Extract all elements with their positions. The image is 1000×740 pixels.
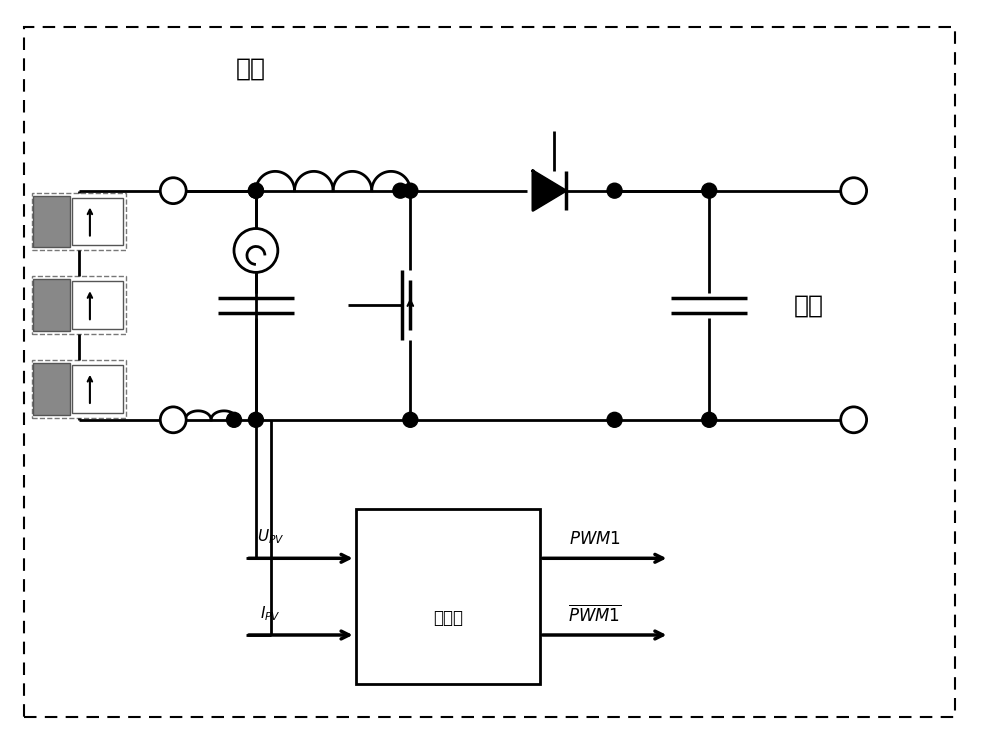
FancyBboxPatch shape [33, 195, 70, 247]
FancyBboxPatch shape [72, 365, 123, 413]
Circle shape [248, 184, 263, 198]
Circle shape [160, 178, 186, 204]
Circle shape [702, 412, 717, 427]
Text: 输出: 输出 [794, 293, 824, 317]
Text: $U_{PV}$: $U_{PV}$ [257, 528, 285, 546]
FancyBboxPatch shape [72, 281, 123, 329]
Circle shape [403, 184, 418, 198]
Circle shape [227, 412, 241, 427]
Circle shape [607, 184, 622, 198]
Circle shape [403, 412, 418, 427]
Text: 控制器: 控制器 [433, 608, 463, 627]
Text: $\mathit{PWM1}$: $\mathit{PWM1}$ [569, 529, 621, 546]
FancyBboxPatch shape [33, 279, 70, 331]
Circle shape [841, 407, 867, 433]
FancyBboxPatch shape [33, 363, 70, 415]
Text: $I_{PV}$: $I_{PV}$ [260, 605, 281, 623]
Circle shape [234, 229, 278, 272]
Circle shape [160, 407, 186, 433]
Circle shape [393, 184, 408, 198]
Circle shape [248, 412, 263, 427]
Circle shape [841, 178, 867, 204]
Circle shape [607, 412, 622, 427]
FancyBboxPatch shape [356, 509, 540, 684]
Circle shape [248, 184, 263, 198]
FancyBboxPatch shape [72, 198, 123, 246]
Circle shape [702, 184, 717, 198]
Polygon shape [533, 171, 566, 210]
Text: $\mathit{\overline{PWM1}}$: $\mathit{\overline{PWM1}}$ [568, 602, 621, 623]
Text: 输入: 输入 [236, 56, 266, 80]
